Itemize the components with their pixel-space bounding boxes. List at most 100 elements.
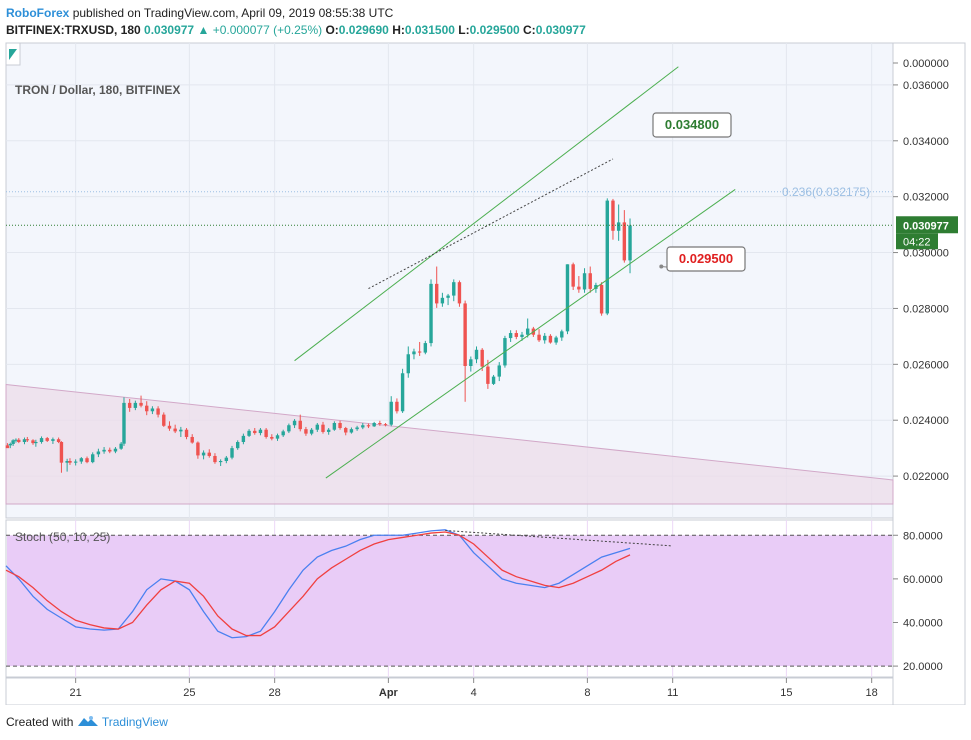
- candle-body: [361, 425, 365, 428]
- candle-body: [463, 303, 467, 366]
- candle-body: [480, 349, 484, 367]
- change-value: +0.000077 (+0.25%): [212, 23, 323, 37]
- candle-body: [577, 286, 581, 290]
- candle-body: [628, 225, 632, 261]
- candle-body: [247, 430, 251, 436]
- candle-body: [622, 222, 627, 261]
- candle-body: [56, 439, 61, 442]
- price-tick-label: 0.026000: [903, 359, 949, 371]
- stoch-tick-label: 40.0000: [903, 617, 943, 629]
- candle-body: [39, 438, 44, 442]
- high-label: H:: [392, 23, 405, 37]
- candle-body: [435, 283, 439, 304]
- candle-body: [406, 354, 410, 374]
- time-tick-label: 11: [667, 687, 678, 699]
- publish-info: RoboForex published on TradingView.com, …: [6, 6, 393, 20]
- candle-body: [520, 334, 524, 337]
- candle-body: [332, 423, 337, 430]
- candle-body: [309, 429, 314, 434]
- last-price-badge-label: 0.030977: [903, 220, 949, 232]
- candle-body: [497, 365, 501, 377]
- candle-body: [457, 282, 462, 304]
- candle-body: [162, 414, 166, 426]
- publisher-name[interactable]: RoboForex: [6, 6, 70, 20]
- time-tick-label: 15: [780, 687, 792, 699]
- last-price-value: 0.030977: [144, 23, 195, 37]
- candle-body: [548, 335, 553, 343]
- candle-body: [241, 435, 246, 442]
- candle-body: [560, 331, 564, 338]
- candle-body: [400, 373, 405, 412]
- candle-body: [599, 284, 604, 314]
- price-tick-label: 0.036000: [903, 80, 949, 92]
- price-tick-label: 0.022000: [903, 471, 949, 483]
- candle-body: [51, 439, 55, 441]
- candle-body: [423, 343, 428, 353]
- price-top-tick-label: 0.000000: [903, 58, 949, 70]
- candle-body: [167, 425, 172, 429]
- candle-body: [321, 424, 325, 432]
- candle-body: [429, 283, 433, 344]
- candles: [5, 198, 632, 473]
- candle-body: [469, 359, 473, 366]
- axis-labels: 0.036000 0.034000 0.032000 0.030000 0.028000…: [70, 58, 949, 699]
- close-label: C:: [523, 23, 536, 37]
- stop-callout-anchor: [659, 264, 664, 269]
- candle-body: [22, 439, 27, 442]
- candle-body: [270, 436, 274, 439]
- candle-body: [34, 442, 38, 444]
- price-axis[interactable]: [892, 42, 966, 705]
- triangle-fill: [5, 383, 894, 505]
- stoch-line-k: [5, 529, 631, 639]
- candle-body: [554, 337, 558, 343]
- footer: Created with TradingView: [6, 715, 168, 729]
- candle-body: [213, 455, 217, 463]
- candle-body: [68, 461, 72, 463]
- symbol-label: BITFINEX:TRXUSD, 180: [6, 23, 141, 37]
- candle-body: [616, 222, 621, 231]
- candle-body: [508, 333, 513, 339]
- candle-body: [224, 457, 229, 461]
- stoch-tick-label: 20.0000: [903, 661, 943, 673]
- target-callout-box: [652, 112, 732, 138]
- price-tick-label: 0.024000: [903, 415, 949, 427]
- candle-body: [537, 334, 541, 341]
- candle-body: [378, 423, 382, 425]
- candle-body: [338, 423, 342, 429]
- candle-body: [119, 443, 123, 449]
- candle-body: [491, 376, 496, 384]
- tradingview-logo-icon[interactable]: [77, 715, 99, 727]
- stoch-divergence-line: [445, 529, 673, 547]
- candle-body: [287, 425, 291, 432]
- candle-body: [5, 445, 10, 449]
- candle-body: [344, 428, 348, 433]
- chart-title: TRON / Dollar, 180, BITFINEX: [15, 83, 180, 97]
- up-arrow-icon: ▲: [197, 23, 210, 37]
- candle-body: [230, 448, 234, 458]
- time-axis[interactable]: [5, 677, 894, 705]
- candle-body: [326, 429, 331, 432]
- channel-upper-line: [294, 66, 679, 362]
- close-value: 0.030977: [535, 23, 586, 37]
- time-tick-label: 8: [584, 687, 590, 699]
- candle-body: [207, 452, 211, 456]
- candle-body: [281, 431, 285, 436]
- last-price-badge: [896, 216, 958, 234]
- candle-body: [184, 429, 189, 437]
- candle-body: [258, 429, 263, 434]
- candle-body: [366, 425, 371, 427]
- candle-body: [315, 424, 320, 430]
- price-tick-label: 0.028000: [903, 303, 949, 315]
- candle-body: [102, 449, 106, 452]
- candle-body: [108, 449, 112, 452]
- candle-body: [452, 282, 456, 296]
- candle-body: [79, 458, 84, 462]
- candle-body: [190, 436, 194, 443]
- fib-level-label: 0.236(0.032175): [782, 185, 870, 199]
- tradingview-brand[interactable]: TradingView: [101, 715, 168, 729]
- pennant-icon: [9, 49, 17, 60]
- chart-area[interactable]: 0.036000 0.034000 0.032000 0.030000 0.028000…: [0, 0, 971, 705]
- candle-body: [594, 284, 598, 289]
- countdown-badge: [896, 233, 938, 250]
- candle-body: [412, 351, 416, 355]
